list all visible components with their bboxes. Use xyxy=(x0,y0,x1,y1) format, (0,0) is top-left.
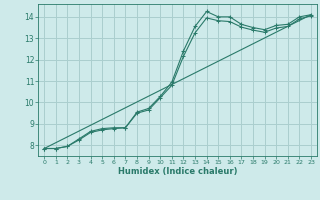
X-axis label: Humidex (Indice chaleur): Humidex (Indice chaleur) xyxy=(118,167,237,176)
